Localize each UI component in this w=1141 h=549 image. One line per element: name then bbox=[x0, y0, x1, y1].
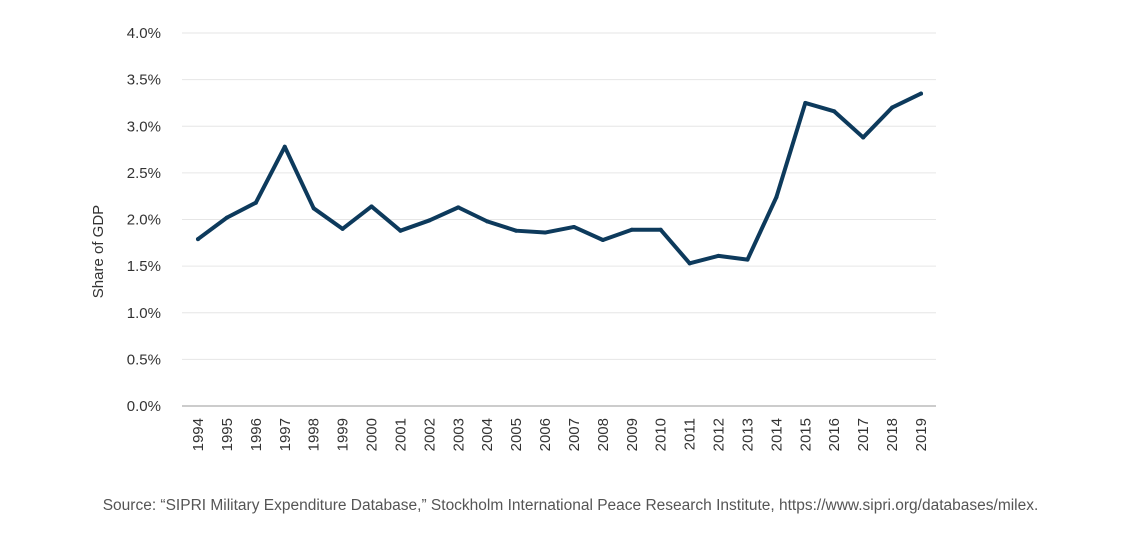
data-point-2018 bbox=[890, 105, 895, 110]
x-tick-label: 1998 bbox=[306, 418, 323, 451]
gridlines bbox=[182, 32, 936, 360]
x-tick-label: 2010 bbox=[653, 418, 670, 451]
y-tick-label: 3.0% bbox=[127, 118, 161, 135]
x-tick-label: 2000 bbox=[364, 418, 381, 451]
x-tick-label: 2009 bbox=[624, 418, 641, 451]
data-point-2007 bbox=[571, 224, 576, 229]
source-note: Source: “SIPRI Military Expenditure Data… bbox=[102, 497, 1039, 514]
data-point-1997 bbox=[282, 144, 287, 149]
data-point-2008 bbox=[600, 238, 605, 243]
x-tick-label: 1995 bbox=[219, 418, 236, 451]
data-point-2005 bbox=[514, 228, 519, 233]
x-tick-label: 2017 bbox=[855, 418, 872, 451]
x-tick-label: 2008 bbox=[595, 418, 612, 451]
data-point-2006 bbox=[543, 230, 548, 235]
x-tick-label: 1997 bbox=[277, 418, 294, 451]
x-tick-label: 2013 bbox=[739, 418, 756, 451]
data-point-2015 bbox=[803, 100, 808, 105]
data-point-1994 bbox=[196, 237, 200, 242]
x-tick-label: 2004 bbox=[479, 418, 496, 451]
data-point-2003 bbox=[456, 205, 461, 210]
data-point-1999 bbox=[340, 226, 345, 231]
y-tick-label: 1.0% bbox=[127, 305, 161, 322]
x-tick-label: 2002 bbox=[421, 418, 438, 451]
y-tick-label: 0.5% bbox=[127, 351, 161, 368]
series-line bbox=[196, 91, 923, 266]
y-tick-label: 0.0% bbox=[127, 398, 161, 415]
x-tick-label: 2012 bbox=[711, 418, 728, 451]
x-tick-label: 1996 bbox=[248, 418, 265, 451]
data-point-2012 bbox=[716, 253, 721, 258]
y-tick-label: 2.5% bbox=[127, 165, 161, 182]
data-point-2009 bbox=[629, 227, 634, 232]
data-point-2019 bbox=[919, 91, 923, 96]
x-axis-ticks: 1994 1995 1996 1997 1998 1999 2000 2001 2002 2003… bbox=[190, 418, 930, 451]
data-point-2002 bbox=[427, 218, 432, 223]
x-tick-label: 1999 bbox=[335, 418, 352, 451]
data-point-2010 bbox=[658, 227, 663, 232]
x-tick-label: 2018 bbox=[884, 418, 901, 451]
x-tick-label: 2003 bbox=[450, 418, 467, 451]
data-points bbox=[196, 91, 923, 266]
data-point-2001 bbox=[398, 228, 403, 233]
x-tick-label: 2014 bbox=[768, 418, 785, 451]
data-point-2011 bbox=[687, 261, 692, 266]
data-point-1998 bbox=[311, 206, 316, 211]
data-point-2004 bbox=[485, 219, 490, 224]
x-tick-label: 2011 bbox=[682, 418, 699, 450]
data-point-1996 bbox=[253, 200, 258, 205]
y-tick-label: 4.0% bbox=[127, 25, 161, 42]
data-point-2017 bbox=[861, 135, 866, 140]
y-axis-title: Share of GDP bbox=[90, 205, 107, 298]
x-tick-label: 2006 bbox=[537, 418, 554, 451]
y-tick-label: 3.5% bbox=[127, 72, 161, 89]
x-tick-label: 2007 bbox=[566, 418, 583, 451]
x-tick-label: 2015 bbox=[797, 418, 814, 451]
data-point-2016 bbox=[832, 109, 837, 114]
data-point-2014 bbox=[774, 195, 779, 200]
x-tick-label: 2001 bbox=[392, 418, 409, 451]
x-tick-label: 2016 bbox=[826, 418, 843, 451]
x-tick-label: 2019 bbox=[913, 418, 930, 451]
y-axis-ticks: 0.0% 0.5% 1.0% 1.5% 2.0% 2.5% 3.0% 3.5% 4.0% bbox=[127, 25, 161, 415]
data-point-2013 bbox=[745, 257, 750, 262]
x-tick-label: 1994 bbox=[190, 418, 207, 451]
y-tick-label: 1.5% bbox=[127, 258, 161, 275]
y-tick-label: 2.0% bbox=[127, 212, 161, 229]
data-point-1995 bbox=[224, 215, 229, 220]
x-tick-label: 2005 bbox=[508, 418, 525, 451]
data-point-2000 bbox=[369, 204, 374, 209]
